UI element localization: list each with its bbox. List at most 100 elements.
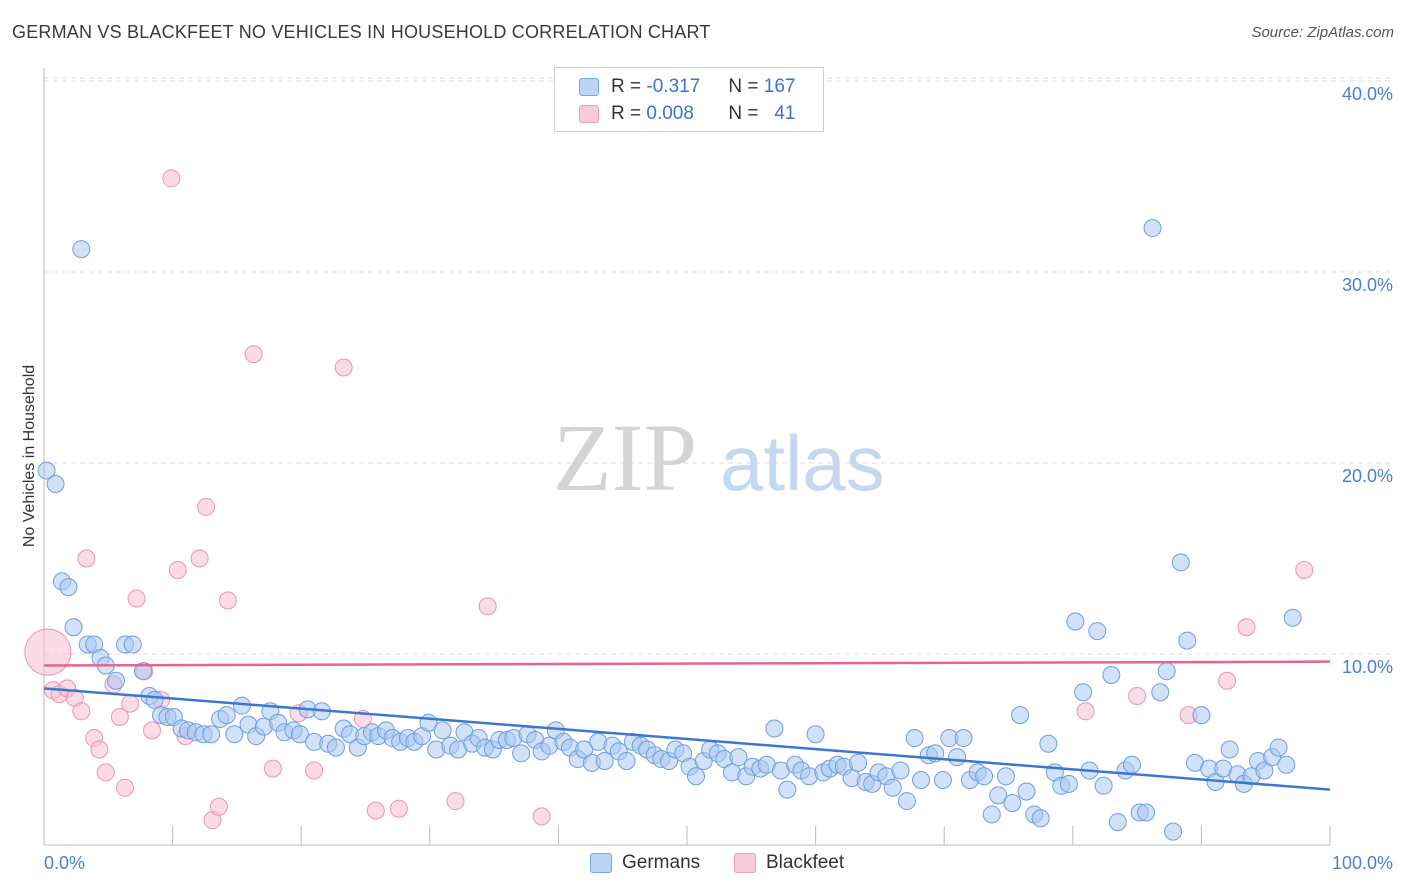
germans-point [1220,740,1239,759]
blackfeet-point [72,702,91,721]
blackfeet-point [532,807,551,826]
legend-row-blackfeet: R = 0.008 N = 41 [579,102,795,126]
germans-point [575,740,594,759]
germans-point [806,725,825,744]
chart-title: GERMAN VS BLACKFEET NO VEHICLES IN HOUSE… [12,22,711,42]
germans-point [1255,761,1274,780]
blackfeet-point [1237,618,1256,637]
legend-row-germans: R = -0.317 N = 167 [579,75,795,99]
blackfeet-swatch [579,105,599,123]
y-axis-label: No Vehicles in Household [21,365,38,547]
germans-point [849,753,868,772]
blackfeet-point [96,763,115,782]
germans-point [1137,803,1156,822]
legend-label-blackfeet: Blackfeet [766,852,845,873]
axes [43,68,1331,846]
germans-point [975,767,994,786]
y-tick-label: 20.0% [1342,466,1393,486]
blackfeet-points [24,169,1314,830]
germans-point [1171,553,1190,572]
germans-point [59,578,78,597]
germans-point [989,786,1008,805]
correlation-legend: R = -0.317 N = 167 R = 0.008 N = 41 [554,67,824,132]
legend-item-blackfeet: Blackfeet [734,852,844,874]
germans-point [1066,612,1085,631]
blackfeet-point [1076,702,1095,721]
germans-point [996,767,1015,786]
blackfeet-point [446,792,465,811]
blackfeet-trend-line [43,660,1331,667]
legend-r-label: R = [611,76,642,97]
germans-point [290,725,309,744]
germans-point [217,706,236,725]
germans-point [954,729,973,748]
blackfeet-point [110,708,129,727]
germans-point [765,719,784,738]
blackfeet-point [366,801,385,820]
legend-n-label: N = [728,103,759,124]
germans-point [905,729,924,748]
germans-point [326,738,345,757]
germans-point [1094,776,1113,795]
blackfeet-point [1218,671,1237,690]
blackfeet-point [478,597,497,616]
blackfeet-point [218,591,237,610]
germans-point [1151,683,1170,702]
germans-point [1011,706,1030,725]
legend-n-label: N = [728,76,759,97]
germans-point [729,748,748,767]
germans-points [37,219,1302,841]
germans-point [145,690,164,709]
germans-point [1003,793,1022,812]
germans-point [595,751,614,770]
grid-lines [44,77,1394,655]
blackfeet-point [197,497,216,516]
germans-point [1017,782,1036,801]
germans-point [948,748,967,767]
germans-point [202,725,221,744]
germans-point [883,778,902,797]
blackfeet-point [190,549,209,568]
germans-point [123,635,142,654]
germans-point [37,461,56,480]
blackfeet-legend-swatch [734,853,756,873]
germans-legend-swatch [590,853,612,873]
blackfeet-point [244,345,263,364]
germans-point [1088,622,1107,641]
blackfeet-point [334,358,353,377]
legend-n-value: 41 [774,103,796,124]
germans-point [1178,631,1197,650]
germans-point [982,805,1001,824]
germans-point [897,792,916,811]
germans-point [1122,755,1141,774]
y-tick-label: 10.0% [1342,657,1393,677]
germans-point [64,618,83,637]
germans-point [912,771,931,790]
blackfeet-point [1295,560,1314,579]
blackfeet-point [209,797,228,816]
blackfeet-point [263,759,282,778]
blackfeet-point [121,694,140,713]
blackfeet-point [1128,687,1147,706]
source-note: Source: ZipAtlas.com [1251,24,1394,41]
germans-swatch [579,78,599,96]
germans-point [687,767,706,786]
germans-point [1059,774,1078,793]
blackfeet-point [127,589,146,608]
germans-point [512,744,531,763]
germans-point [1108,813,1127,832]
legend-n-value: 167 [763,76,796,97]
germans-point [107,671,126,690]
blackfeet-point [116,778,135,797]
blackfeet-point [90,740,109,759]
blackfeet-point [305,761,324,780]
blackfeet-point [168,560,187,579]
legend-item-germans: Germans [590,852,700,874]
x-tick-label-max: 100.0% [1332,853,1393,873]
germans-point [46,475,65,494]
germans-trend-line [43,687,1331,791]
y-tick-labels: 10.0% 20.0% 30.0% 40.0% [1342,84,1393,677]
legend-r-label: R = [611,103,642,124]
y-tick-label: 30.0% [1342,275,1393,295]
